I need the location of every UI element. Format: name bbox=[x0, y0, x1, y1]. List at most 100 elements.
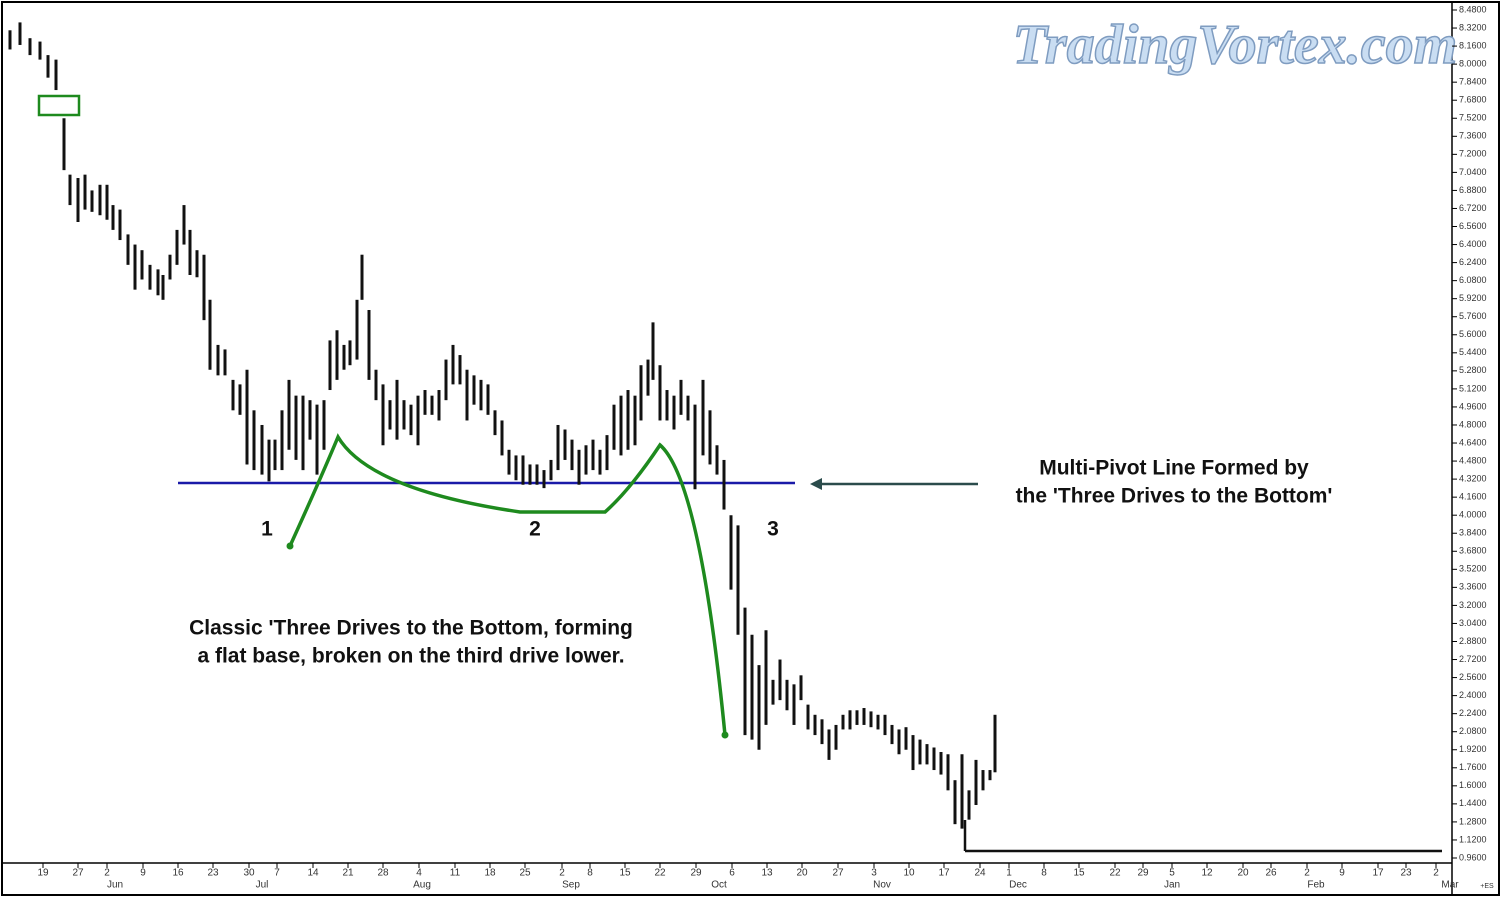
x-tick-label: 9 bbox=[1339, 868, 1345, 879]
x-month-label: Oct bbox=[711, 880, 727, 891]
x-tick-label: 16 bbox=[172, 868, 184, 879]
y-tick-label: 2.0800 bbox=[1459, 726, 1487, 736]
y-tick-label: 5.1200 bbox=[1459, 383, 1487, 393]
x-month-label: Dec bbox=[1009, 880, 1027, 891]
y-tick-label: 1.9200 bbox=[1459, 744, 1487, 754]
y-tick-label: 6.7200 bbox=[1459, 203, 1487, 213]
x-tick-label: 8 bbox=[1041, 868, 1047, 879]
y-tick-label: 2.4000 bbox=[1459, 690, 1487, 700]
drive-label: 3 bbox=[767, 518, 779, 541]
y-tick-label: 3.8400 bbox=[1459, 528, 1487, 538]
y-tick-label: 4.1600 bbox=[1459, 492, 1487, 502]
y-tick-label: 6.4000 bbox=[1459, 239, 1487, 249]
y-tick-label: 7.0400 bbox=[1459, 167, 1487, 177]
y-tick-label: 8.1600 bbox=[1459, 40, 1487, 50]
x-tick-label: 20 bbox=[796, 868, 808, 879]
x-tick-label: 29 bbox=[690, 868, 702, 879]
y-tick-label: 2.5600 bbox=[1459, 672, 1487, 682]
y-tick-label: 1.6000 bbox=[1459, 780, 1487, 790]
y-tick-label: 5.2800 bbox=[1459, 365, 1487, 375]
y-tick-label: 8.0000 bbox=[1459, 59, 1487, 69]
x-tick-label: 29 bbox=[1137, 868, 1149, 879]
x-tick-label: 17 bbox=[938, 868, 950, 879]
x-month-label: Nov bbox=[873, 880, 891, 891]
arrow-head bbox=[810, 478, 822, 490]
x-tick-label: 19 bbox=[37, 868, 49, 879]
y-tick-label: 2.7200 bbox=[1459, 654, 1487, 664]
y-tick-label: 6.5600 bbox=[1459, 221, 1487, 231]
x-tick-label: 27 bbox=[832, 868, 844, 879]
x-month-label: Jun bbox=[107, 880, 123, 891]
y-tick-label: 2.8800 bbox=[1459, 636, 1487, 646]
y-tick-label: 8.3200 bbox=[1459, 22, 1487, 32]
x-tick-label: 22 bbox=[654, 868, 666, 879]
y-tick-label: 3.3600 bbox=[1459, 582, 1487, 592]
x-month-label: Mar bbox=[1441, 880, 1459, 891]
x-tick-label: 2 bbox=[559, 868, 565, 879]
x-tick-label: 1 bbox=[1006, 868, 1012, 879]
y-tick-label: 7.6800 bbox=[1459, 95, 1487, 105]
corner-label: +ES bbox=[1480, 883, 1494, 890]
y-tick-label: 4.8000 bbox=[1459, 419, 1487, 429]
y-tick-label: 6.0800 bbox=[1459, 275, 1487, 285]
y-tick-label: 5.6000 bbox=[1459, 329, 1487, 339]
x-tick-label: 9 bbox=[140, 868, 146, 879]
y-tick-label: 1.1200 bbox=[1459, 834, 1487, 844]
drive-label: 2 bbox=[529, 518, 541, 541]
y-tick-label: 5.7600 bbox=[1459, 311, 1487, 321]
annotation: a flat base, broken on the third drive l… bbox=[197, 645, 624, 668]
x-tick-label: 17 bbox=[1372, 868, 1384, 879]
x-tick-label: 7 bbox=[274, 868, 280, 879]
x-month-label: Aug bbox=[413, 880, 431, 891]
y-tick-label: 4.9600 bbox=[1459, 401, 1487, 411]
x-tick-label: 10 bbox=[903, 868, 915, 879]
y-tick-label: 3.2000 bbox=[1459, 600, 1487, 610]
curve-dot bbox=[286, 542, 294, 550]
y-tick-label: 0.9600 bbox=[1459, 852, 1487, 862]
x-month-label: Jan bbox=[1164, 880, 1180, 891]
x-month-label: Jul bbox=[256, 880, 269, 891]
x-tick-label: 20 bbox=[1237, 868, 1249, 879]
y-tick-label: 5.4400 bbox=[1459, 347, 1487, 357]
y-tick-label: 1.2800 bbox=[1459, 816, 1487, 826]
x-tick-label: 2 bbox=[104, 868, 110, 879]
watermark: TradingVortex.com bbox=[1013, 14, 1457, 76]
x-tick-label: 4 bbox=[416, 868, 422, 879]
x-tick-label: 28 bbox=[377, 868, 389, 879]
x-tick-label: 5 bbox=[1169, 868, 1175, 879]
x-tick-label: 18 bbox=[484, 868, 496, 879]
y-tick-label: 5.9200 bbox=[1459, 293, 1487, 303]
x-tick-label: 22 bbox=[1109, 868, 1121, 879]
y-tick-label: 2.2400 bbox=[1459, 708, 1487, 718]
x-tick-label: 25 bbox=[519, 868, 531, 879]
x-tick-label: 23 bbox=[1400, 868, 1412, 879]
annotation: the 'Three Drives to the Bottom' bbox=[1016, 485, 1333, 508]
y-tick-label: 4.6400 bbox=[1459, 437, 1487, 447]
x-tick-label: 21 bbox=[342, 868, 354, 879]
y-tick-label: 1.7600 bbox=[1459, 762, 1487, 772]
annotation: Classic 'Three Drives to the Bottom, for… bbox=[189, 617, 633, 640]
y-tick-label: 8.4800 bbox=[1459, 4, 1487, 14]
y-tick-label: 4.0000 bbox=[1459, 510, 1487, 520]
y-tick-label: 1.4400 bbox=[1459, 798, 1487, 808]
x-month-label: Feb bbox=[1307, 880, 1325, 891]
x-tick-label: 13 bbox=[761, 868, 773, 879]
marker-box bbox=[37, 94, 81, 117]
x-tick-label: 23 bbox=[207, 868, 219, 879]
x-tick-label: 24 bbox=[974, 868, 986, 879]
x-tick-label: 15 bbox=[619, 868, 631, 879]
x-tick-label: 11 bbox=[450, 868, 461, 879]
y-tick-label: 7.3600 bbox=[1459, 131, 1487, 141]
annotation: Multi-Pivot Line Formed by bbox=[1039, 457, 1309, 480]
x-tick-label: 27 bbox=[72, 868, 84, 879]
y-tick-label: 6.2400 bbox=[1459, 257, 1487, 267]
x-tick-label: 3 bbox=[871, 868, 877, 879]
x-tick-label: 6 bbox=[729, 868, 735, 879]
x-tick-label: 2 bbox=[1433, 868, 1439, 879]
y-tick-label: 7.8400 bbox=[1459, 77, 1487, 87]
y-tick-label: 7.5200 bbox=[1459, 113, 1487, 123]
x-tick-label: 2 bbox=[1304, 868, 1310, 879]
x-tick-label: 15 bbox=[1073, 868, 1085, 879]
